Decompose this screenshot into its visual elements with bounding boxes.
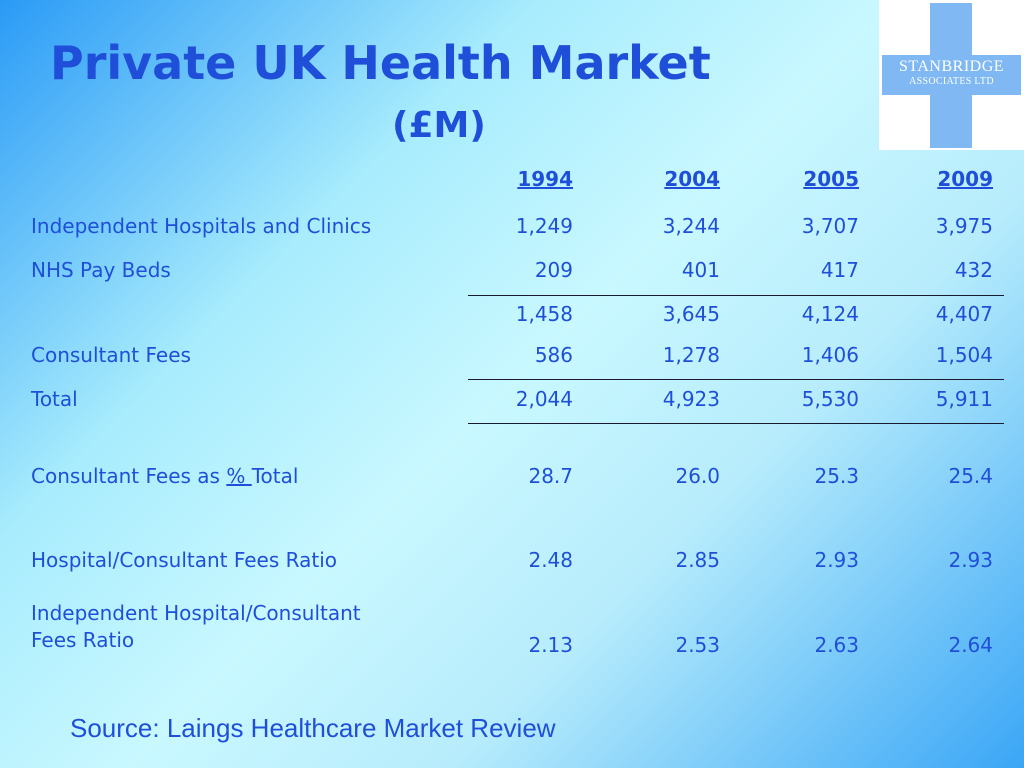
logo-cross-horizontal — [882, 55, 1021, 95]
table-cell: 1,504 — [935, 343, 993, 367]
row-label-independent-ratio-line1: Independent Hospital/Consultant — [31, 601, 361, 625]
logo-text-line2: ASSOCIATES LTD — [909, 76, 994, 87]
table-cell: 25.4 — [948, 464, 993, 488]
table-cell: 4,923 — [662, 387, 720, 411]
table-cell: 3,707 — [801, 214, 859, 238]
label-part: Total — [251, 464, 299, 488]
page-subtitle: (£M) — [392, 105, 486, 146]
row-label-independent-ratio-line2: Fees Ratio — [31, 628, 135, 652]
table-cell: 1,278 — [662, 343, 720, 367]
table-cell: 417 — [820, 258, 859, 282]
table-cell: 2.93 — [948, 548, 993, 572]
table-cell: 28.7 — [528, 464, 573, 488]
table-cell: 4,407 — [935, 302, 993, 326]
row-label-independent-hospitals: Independent Hospitals and Clinics — [31, 214, 372, 238]
table-cell: 4,124 — [801, 302, 859, 326]
table-cell: 2,044 — [515, 387, 573, 411]
year-header-1994: 1994 — [517, 167, 573, 191]
year-header-2009: 2009 — [937, 167, 993, 191]
page-title: Private UK Health Market — [50, 36, 711, 90]
total-rule-top — [468, 379, 1004, 380]
table-cell: 2.48 — [528, 548, 573, 572]
total-rule-bottom — [468, 423, 1004, 424]
table-cell: 3,645 — [662, 302, 720, 326]
table-cell: 432 — [954, 258, 993, 282]
row-label-consultant-fees-percent: Consultant Fees as % Total — [31, 463, 298, 489]
percent-symbol: % — [226, 464, 252, 488]
table-cell: 2.85 — [675, 548, 720, 572]
row-label-hospital-consultant-ratio: Hospital/Consultant Fees Ratio — [31, 548, 337, 572]
subtotal-rule — [468, 295, 1004, 296]
company-logo: STANBRIDGE ASSOCIATES LTD — [879, 0, 1024, 150]
table-cell: 5,911 — [935, 387, 993, 411]
table-cell: 2.13 — [528, 633, 573, 657]
row-label-nhs-pay-beds: NHS Pay Beds — [31, 258, 171, 282]
table-cell: 1,406 — [801, 343, 859, 367]
year-header-2005: 2005 — [803, 167, 859, 191]
table-cell: 2.63 — [814, 633, 859, 657]
table-cell: 2.64 — [948, 633, 993, 657]
table-cell: 1,458 — [515, 302, 573, 326]
table-cell: 5,530 — [801, 387, 859, 411]
table-cell: 26.0 — [675, 464, 720, 488]
table-cell: 25.3 — [814, 464, 859, 488]
row-label-total: Total — [31, 387, 78, 411]
label-part: Consultant Fees as — [31, 464, 227, 488]
table-cell: 209 — [534, 258, 573, 282]
table-cell: 401 — [681, 258, 720, 282]
table-cell: 2.93 — [814, 548, 859, 572]
table-cell: 3,975 — [935, 214, 993, 238]
logo-text-line1: STANBRIDGE — [898, 58, 1005, 75]
year-header-2004: 2004 — [664, 167, 720, 191]
source-note: Source: Laings Healthcare Market Review — [70, 713, 556, 743]
table-cell: 586 — [534, 343, 573, 367]
row-label-consultant-fees: Consultant Fees — [31, 343, 191, 367]
table-cell: 3,244 — [662, 214, 720, 238]
table-cell: 2.53 — [675, 633, 720, 657]
table-cell: 1,249 — [515, 214, 573, 238]
